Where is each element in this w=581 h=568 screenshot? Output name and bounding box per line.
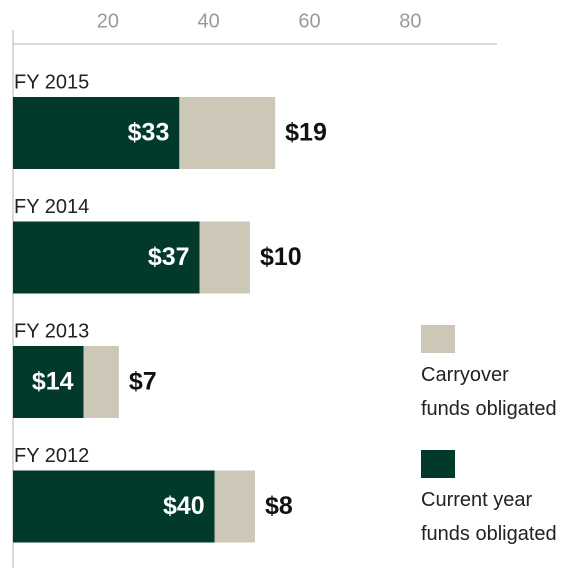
bar-segment xyxy=(13,221,200,294)
value-label: $7 xyxy=(129,368,157,396)
legend-label: Current year funds obligated xyxy=(421,489,557,545)
value-label: $37 xyxy=(148,243,190,271)
category-label: FY 2014 xyxy=(14,196,89,218)
x-tick-label: 20 xyxy=(97,10,119,32)
value-label: $8 xyxy=(265,492,293,520)
bar-segment xyxy=(199,221,250,294)
bar-segment xyxy=(13,97,180,169)
value-label: $33 xyxy=(128,119,170,147)
legend-label: Carryover funds obligated xyxy=(421,364,557,420)
x-tick-label: 40 xyxy=(198,10,220,32)
category-label: FY 2013 xyxy=(14,320,89,342)
x-tick-label: 80 xyxy=(399,10,421,32)
bar-segment xyxy=(179,97,276,169)
category-label: FY 2015 xyxy=(14,71,89,93)
category-label: FY 2012 xyxy=(14,445,89,467)
bar-segment xyxy=(13,470,215,543)
value-label: $19 xyxy=(285,119,327,147)
legend-swatch xyxy=(421,325,455,353)
bar-segment xyxy=(214,470,255,543)
value-label: $14 xyxy=(32,368,74,396)
legend-swatch xyxy=(421,450,455,478)
value-label: $40 xyxy=(163,492,205,520)
value-label: $10 xyxy=(260,243,302,271)
bar-segment xyxy=(83,346,119,418)
x-tick-label: 60 xyxy=(298,10,320,32)
bar-segment xyxy=(13,346,84,418)
